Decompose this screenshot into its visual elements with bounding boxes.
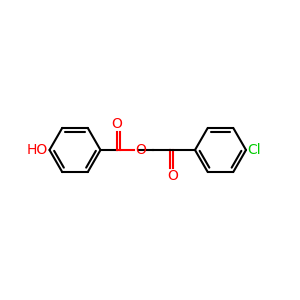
Text: HO: HO — [27, 143, 48, 157]
Text: O: O — [135, 143, 146, 157]
Text: O: O — [167, 169, 178, 184]
Text: O: O — [112, 116, 122, 130]
Text: Cl: Cl — [248, 143, 261, 157]
